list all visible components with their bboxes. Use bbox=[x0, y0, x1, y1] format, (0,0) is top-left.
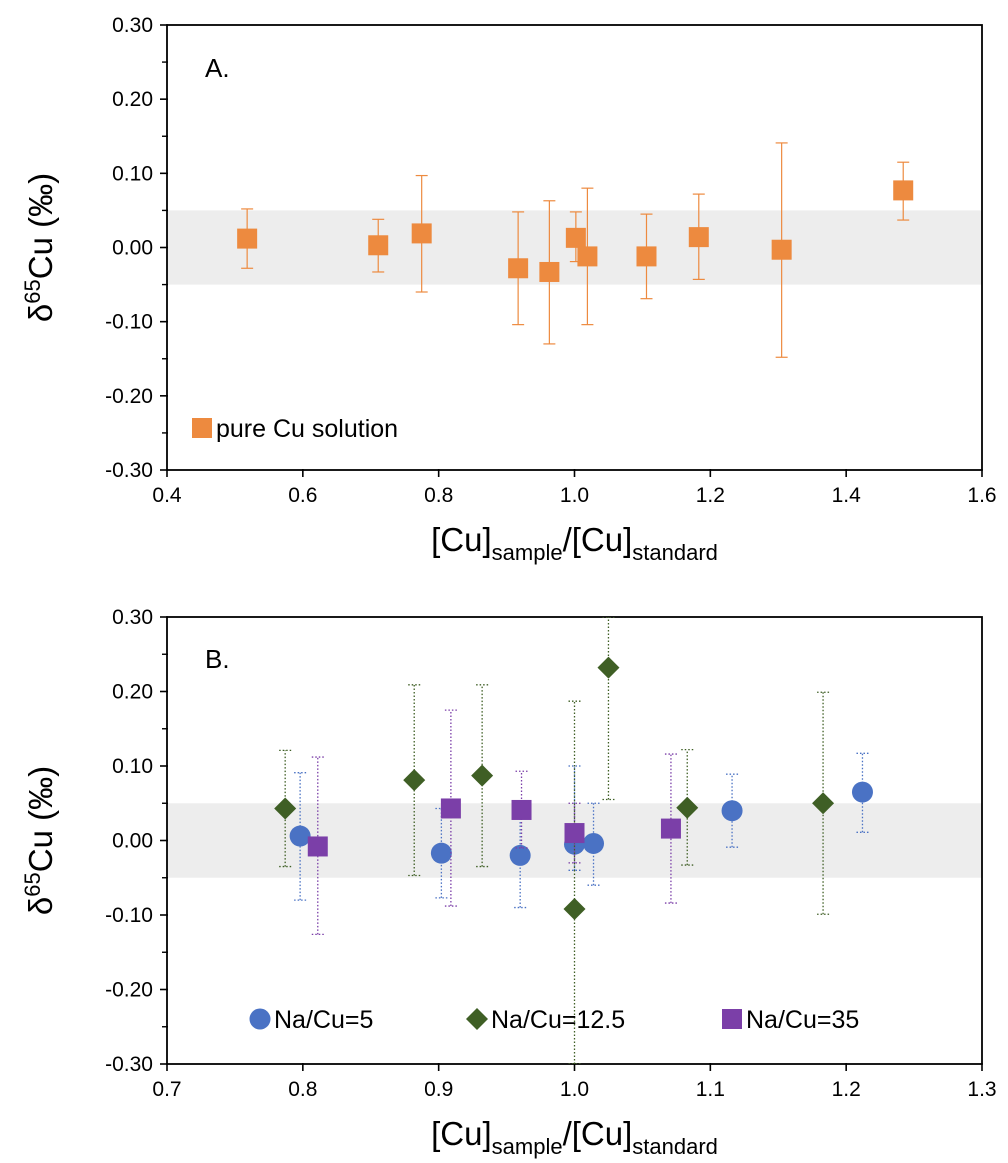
legend-label: Na/Cu=12.5 bbox=[491, 1006, 625, 1034]
data-point bbox=[511, 799, 532, 820]
data-point bbox=[440, 798, 461, 819]
data-point bbox=[565, 227, 586, 248]
x-axis-title: [Cu]sample/[Cu]standard bbox=[431, 1115, 718, 1159]
x-axis-title-main: [Cu] bbox=[431, 521, 492, 558]
data-point bbox=[660, 818, 681, 839]
legend-marker bbox=[722, 1009, 742, 1029]
x-tick-label: 1.2 bbox=[696, 484, 725, 507]
y-tick-label: 0.20 bbox=[112, 88, 153, 111]
data-point bbox=[721, 800, 743, 822]
x-axis-title-mid: /[Cu] bbox=[563, 1115, 633, 1152]
data-point bbox=[274, 797, 297, 820]
y-tick-label: -0.30 bbox=[105, 1053, 153, 1076]
data-point bbox=[564, 823, 585, 844]
y-axis-title: δ65Cu (‰) bbox=[20, 766, 59, 915]
y-tick-label: 0.30 bbox=[112, 606, 153, 629]
data-point bbox=[597, 656, 620, 679]
x-tick-label: 0.7 bbox=[152, 1078, 181, 1101]
panel-label: A. bbox=[205, 53, 230, 83]
data-point bbox=[583, 832, 605, 854]
y-tick-label: 0.10 bbox=[112, 755, 153, 778]
x-tick-label: 1.6 bbox=[967, 484, 996, 507]
data-point bbox=[471, 764, 494, 787]
data-point bbox=[577, 246, 598, 267]
y-axis-title-main: δ bbox=[22, 304, 59, 322]
x-tick-label: 1.1 bbox=[696, 1078, 725, 1101]
data-point bbox=[307, 836, 328, 857]
legend-marker bbox=[192, 418, 212, 438]
y-axis-title-sup: 65 bbox=[20, 279, 45, 303]
legend-marker bbox=[466, 1008, 488, 1030]
y-tick-label: 0.20 bbox=[112, 681, 153, 704]
x-axis-title-mid: /[Cu] bbox=[563, 521, 633, 558]
y-tick-label: -0.20 bbox=[105, 979, 153, 1002]
x-axis-title-sub2: standard bbox=[632, 540, 718, 565]
data-point bbox=[636, 246, 657, 267]
x-tick-label: 0.4 bbox=[152, 484, 182, 507]
y-tick-label: 0.00 bbox=[112, 237, 153, 260]
y-tick-label: -0.10 bbox=[105, 311, 153, 334]
x-tick-label: 1.3 bbox=[967, 1078, 996, 1101]
y-axis-title-rest: Cu (‰) bbox=[22, 173, 59, 279]
plot-area bbox=[237, 142, 914, 358]
y-axis-title-rest: Cu (‰) bbox=[22, 766, 59, 872]
x-tick-label: 1.0 bbox=[560, 484, 589, 507]
y-axis-title: δ65Cu (‰) bbox=[20, 173, 59, 322]
data-point bbox=[688, 227, 709, 248]
legend-label: pure Cu solution bbox=[216, 415, 398, 443]
data-point bbox=[289, 825, 311, 847]
x-axis-title: [Cu]sample/[Cu]standard bbox=[431, 521, 718, 565]
data-point bbox=[812, 792, 835, 815]
data-point bbox=[237, 228, 258, 249]
data-point bbox=[403, 769, 426, 792]
legend-marker bbox=[249, 1008, 271, 1030]
y-tick-label: 0.00 bbox=[112, 830, 153, 853]
data-point bbox=[539, 261, 560, 282]
y-tick-label: -0.20 bbox=[105, 385, 153, 408]
data-point bbox=[676, 796, 699, 819]
x-axis-title-main: [Cu] bbox=[431, 1115, 492, 1152]
y-tick-label: -0.30 bbox=[105, 459, 153, 482]
y-axis-title-main: δ bbox=[22, 897, 59, 915]
x-tick-label: 1.2 bbox=[832, 1078, 861, 1101]
panel-label: B. bbox=[205, 644, 230, 674]
y-axis-title-sup: 65 bbox=[20, 872, 45, 896]
data-point bbox=[411, 223, 432, 244]
data-point bbox=[509, 844, 531, 866]
x-tick-label: 0.9 bbox=[424, 1078, 453, 1101]
x-axis-title-sub2: standard bbox=[632, 1134, 718, 1159]
x-tick-label: 0.8 bbox=[288, 1078, 317, 1101]
legend-label: Na/Cu=5 bbox=[274, 1006, 373, 1034]
data-point bbox=[851, 781, 873, 803]
x-axis-title-sub1: sample bbox=[492, 1134, 563, 1159]
x-tick-label: 0.8 bbox=[424, 484, 453, 507]
x-tick-label: 1.4 bbox=[832, 484, 862, 507]
chart-panel-b: -0.30 -0.20 -0.10 0.00 0.10 0.20 0.30 0.7 0.8 0.9… bbox=[20, 606, 997, 1159]
data-point bbox=[893, 180, 914, 201]
x-tick-label: 0.6 bbox=[288, 484, 317, 507]
x-tick-label: 1.0 bbox=[560, 1078, 589, 1101]
data-point bbox=[430, 842, 452, 864]
data-point bbox=[771, 239, 792, 260]
data-point bbox=[368, 235, 389, 256]
legend-label: Na/Cu=35 bbox=[746, 1006, 859, 1034]
chart-panel-a: -0.30 -0.20 -0.10 0.00 0.10 0.20 0.30 0.4 0.6 0.8… bbox=[20, 14, 997, 565]
plot-area bbox=[274, 617, 873, 1064]
y-tick-label: 0.10 bbox=[112, 162, 153, 185]
data-point bbox=[508, 258, 529, 279]
y-tick-label: -0.10 bbox=[105, 904, 153, 927]
data-point bbox=[563, 898, 586, 921]
x-axis-title-sub1: sample bbox=[492, 540, 563, 565]
y-tick-label: 0.30 bbox=[112, 14, 153, 37]
